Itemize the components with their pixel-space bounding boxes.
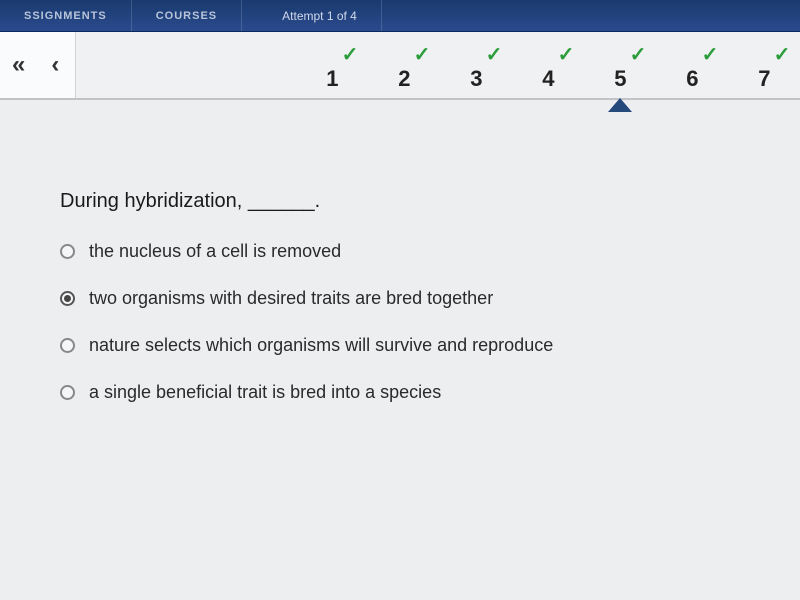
checkmark-icon: ✓ [774,42,791,67]
radio-button[interactable] [60,338,75,353]
option-label: nature selects which organisms will surv… [89,335,553,356]
question-tabs: ✓1✓2✓3✓4✓5✓6✓7 [76,32,800,98]
checkmark-icon: ✓ [342,42,359,67]
question-prompt: During hybridization, ______. [60,190,740,213]
attempt-label: Attempt 1 of 4 [266,9,357,23]
question-tab-5[interactable]: ✓5 [584,32,656,98]
options-list: the nucleus of a cell is removed two orga… [60,241,740,403]
question-tab-number: 4 [512,66,584,92]
first-page-button[interactable]: « [8,47,29,83]
question-tab-number: 3 [440,66,512,92]
option-row-3[interactable]: a single beneficial trait is bred into a… [60,382,740,403]
option-row-1[interactable]: two organisms with desired traits are br… [60,288,740,309]
checkmark-icon: ✓ [630,42,647,67]
top-navigation-bar: SSIGNMENTS COURSES Attempt 1 of 4 [0,0,800,32]
question-tab-number: 1 [296,66,368,92]
radio-button[interactable] [60,244,75,259]
question-tab-2[interactable]: ✓2 [368,32,440,98]
checkmark-icon: ✓ [414,42,431,67]
nav-courses[interactable]: COURSES [132,0,242,31]
option-row-0[interactable]: the nucleus of a cell is removed [60,241,740,262]
question-content: During hybridization, ______. the nucleu… [0,100,800,600]
checkmark-icon: ✓ [486,42,503,67]
question-tab-number: 5 [584,66,656,92]
option-label: two organisms with desired traits are br… [89,288,493,309]
question-tab-6[interactable]: ✓6 [656,32,728,98]
radio-button[interactable] [60,291,75,306]
question-nav-row: « ‹ ✓1✓2✓3✓4✓5✓6✓7 [0,32,800,100]
checkmark-icon: ✓ [558,42,575,67]
checkmark-icon: ✓ [702,42,719,67]
option-label: the nucleus of a cell is removed [89,241,341,262]
prev-page-button[interactable]: ‹ [47,47,63,83]
nav-assignments[interactable]: SSIGNMENTS [0,0,132,31]
nav-arrow-group: « ‹ [0,32,76,98]
option-row-2[interactable]: nature selects which organisms will surv… [60,335,740,356]
question-tab-number: 7 [728,66,800,92]
question-tab-7[interactable]: ✓7 [728,32,800,98]
question-tab-4[interactable]: ✓4 [512,32,584,98]
option-label: a single beneficial trait is bred into a… [89,382,441,403]
question-tab-1[interactable]: ✓1 [296,32,368,98]
question-tab-number: 2 [368,66,440,92]
radio-button[interactable] [60,385,75,400]
question-tab-number: 6 [656,66,728,92]
attempt-indicator: Attempt 1 of 4 [242,0,382,31]
question-tab-3[interactable]: ✓3 [440,32,512,98]
